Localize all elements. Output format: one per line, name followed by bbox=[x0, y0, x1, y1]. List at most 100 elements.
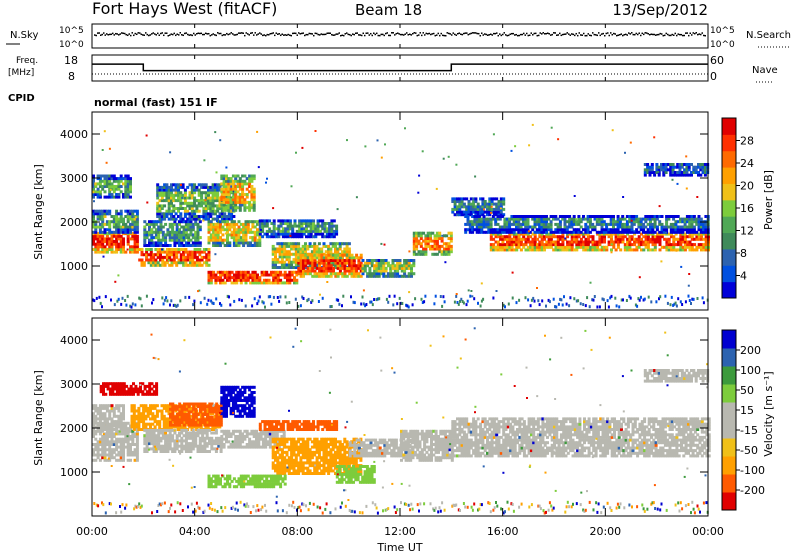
heatmap-cell bbox=[531, 217, 535, 221]
heatmap-cell bbox=[318, 232, 322, 236]
heatmap-cell bbox=[175, 253, 179, 257]
noise-point bbox=[95, 34, 97, 37]
heatmap-cell bbox=[214, 238, 218, 242]
heatmap-cell bbox=[330, 229, 334, 233]
freq-label: Freq. bbox=[16, 56, 38, 66]
heatmap-cell bbox=[112, 432, 116, 436]
heatmap-cell bbox=[327, 266, 331, 270]
heatmap-cell bbox=[559, 237, 563, 241]
heatmap-cell bbox=[545, 240, 549, 244]
heatmap-cell bbox=[695, 230, 699, 234]
heatmap-cell bbox=[521, 222, 525, 226]
heatmap-cell bbox=[278, 260, 282, 264]
heatmap-cell bbox=[119, 443, 123, 446]
heatmap-cell bbox=[519, 217, 523, 221]
heatmap-cell bbox=[306, 299, 309, 303]
heatmap-cell bbox=[186, 196, 190, 200]
heatmap-cell bbox=[584, 237, 588, 241]
heatmap-cell bbox=[92, 187, 95, 191]
heatmap-cell bbox=[568, 304, 571, 308]
heatmap-cell bbox=[103, 250, 107, 254]
heatmap-cell bbox=[166, 233, 170, 237]
heatmap-cell bbox=[622, 298, 624, 302]
heatmap-cell bbox=[256, 228, 259, 232]
heatmap-cell bbox=[253, 278, 257, 282]
heatmap-cell bbox=[697, 163, 700, 166]
heatmap-cell bbox=[469, 207, 473, 211]
heatmap-cell bbox=[445, 234, 449, 238]
heatmap-cell bbox=[545, 225, 548, 229]
heatmap-cell bbox=[683, 217, 687, 221]
heatmap-cell bbox=[115, 230, 119, 234]
heatmap-cell bbox=[515, 232, 519, 236]
heatmap-cell bbox=[658, 243, 662, 247]
heatmap-cell bbox=[230, 276, 234, 280]
heatmap-cell bbox=[92, 414, 95, 418]
heatmap-cell bbox=[158, 204, 162, 208]
heatmap-cell bbox=[198, 253, 202, 257]
heatmap-cell bbox=[338, 302, 341, 306]
heatmap-cell bbox=[332, 266, 335, 270]
heatmap-cell bbox=[494, 217, 498, 221]
heatmap-cell bbox=[285, 244, 289, 248]
noise-point bbox=[587, 33, 589, 35]
heatmap-cell bbox=[272, 278, 276, 282]
heatmap-cell bbox=[209, 278, 213, 282]
heatmap-cell bbox=[563, 295, 565, 299]
heatmap-cell bbox=[483, 202, 487, 206]
heatmap-cell bbox=[704, 237, 708, 241]
heatmap-cell bbox=[209, 196, 213, 200]
heatmap-cell bbox=[242, 273, 246, 277]
heatmap-cell bbox=[584, 228, 588, 232]
heatmap-cell bbox=[157, 233, 161, 237]
heatmap-cell bbox=[126, 458, 130, 462]
heatmap-cell bbox=[640, 248, 643, 252]
heatmap-cell bbox=[101, 406, 105, 410]
heatmap-cell bbox=[126, 429, 130, 433]
heatmap-cell bbox=[108, 453, 112, 457]
heatmap-cell bbox=[299, 250, 303, 254]
noise-point bbox=[254, 32, 256, 34]
heatmap-cell bbox=[503, 225, 507, 229]
heatmap-cell bbox=[117, 195, 121, 199]
noise-point bbox=[674, 32, 676, 35]
heatmap-cell bbox=[348, 269, 352, 273]
heatmap-cell bbox=[251, 220, 255, 224]
heatmap-cell bbox=[129, 209, 132, 213]
heatmap-cell bbox=[701, 296, 704, 300]
heatmap-cell bbox=[533, 237, 537, 241]
heatmap-cell bbox=[671, 165, 675, 169]
heatmap-cell bbox=[218, 183, 222, 187]
heatmap-cell bbox=[258, 244, 262, 247]
heatmap-cell bbox=[279, 273, 283, 277]
heatmap-cell bbox=[101, 225, 105, 229]
heatmap-cell bbox=[226, 276, 229, 280]
heatmap-cell bbox=[253, 230, 257, 234]
heatmap-cell bbox=[142, 263, 146, 267]
heatmap-cell bbox=[242, 276, 246, 280]
heatmap-cell bbox=[630, 222, 634, 226]
heatmap-cell bbox=[341, 264, 345, 268]
heatmap-cell bbox=[605, 245, 609, 249]
noise-point bbox=[109, 33, 111, 36]
heatmap-cell bbox=[625, 225, 629, 229]
heatmap-cell bbox=[283, 252, 287, 256]
heatmap-cell bbox=[220, 182, 224, 186]
noise-point bbox=[686, 32, 688, 34]
heatmap-cell bbox=[172, 183, 176, 187]
heatmap-cell bbox=[480, 220, 484, 224]
heatmap-cell bbox=[375, 269, 379, 273]
heatmap-cell bbox=[423, 300, 426, 304]
heatmap-cell bbox=[228, 276, 232, 280]
heatmap-cell bbox=[556, 240, 560, 244]
heatmap-cell bbox=[267, 281, 271, 285]
heatmap-cell bbox=[170, 183, 173, 187]
heatmap-cell bbox=[103, 453, 107, 457]
heatmap-cell bbox=[566, 243, 570, 247]
noise-point bbox=[568, 33, 570, 35]
heatmap-cell bbox=[177, 196, 180, 200]
heatmap-cell bbox=[499, 210, 503, 214]
heatmap-cell bbox=[503, 245, 507, 249]
heatmap-cell bbox=[522, 235, 526, 239]
heatmap-cell bbox=[219, 270, 222, 274]
